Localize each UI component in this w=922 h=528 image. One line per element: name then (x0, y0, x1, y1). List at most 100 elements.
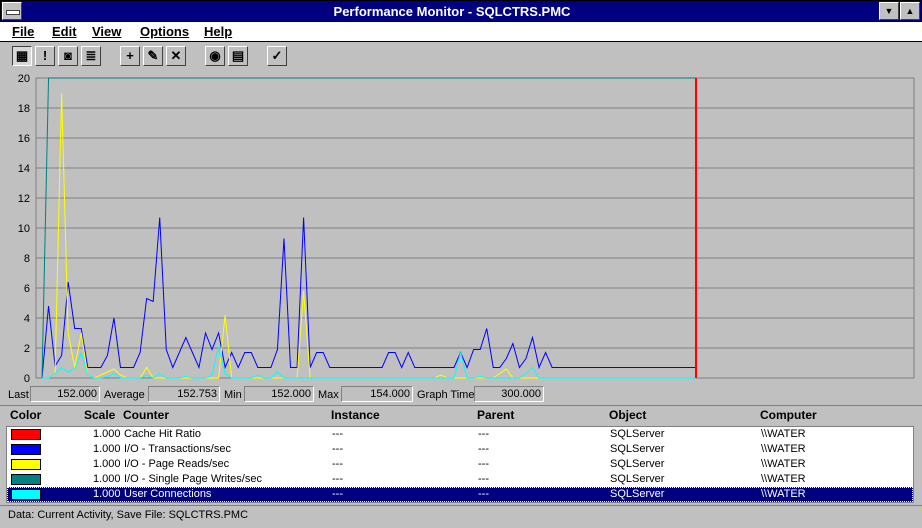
y-tick-label: 2 (24, 343, 30, 355)
menu-help[interactable]: Help (204, 24, 233, 39)
update-now-button[interactable]: ◉ (205, 46, 225, 66)
legend-counter: I/O - Page Reads/sec (124, 458, 230, 470)
y-tick-label: 14 (18, 163, 30, 175)
legend-header-counter: Counter (123, 408, 169, 422)
system-menu-icon[interactable] (2, 2, 22, 20)
legend-counter: I/O - Single Page Writes/sec (124, 473, 262, 485)
title-bar: Performance Monitor - SQLCTRS.PMC ▼ ▲ (0, 0, 922, 22)
menu-file[interactable]: File (12, 24, 35, 39)
last-value: 152.000 (30, 386, 100, 402)
legend-header-color: Color (10, 408, 42, 422)
legend-parent: --- (478, 488, 489, 500)
legend-row[interactable]: 1.000 I/O - Single Page Writes/sec --- --- S… (7, 472, 913, 487)
legend-parent: --- (478, 473, 489, 485)
legend-scale: 1.000 (93, 458, 121, 470)
bookmark-button[interactable]: ▤ (228, 46, 248, 66)
legend-parent: --- (478, 428, 489, 440)
legend-header-instance: Instance (331, 408, 380, 422)
legend-computer: \\WATER (761, 458, 806, 470)
legend-scale: 1.000 (93, 428, 121, 440)
value-bar: Last 152.000 Average 152.753 Min 152.000… (0, 385, 922, 405)
legend-computer: \\WATER (761, 488, 806, 500)
legend-color-swatch (11, 489, 41, 500)
legend-computer: \\WATER (761, 443, 806, 455)
legend-counter: Cache Hit Ratio (124, 428, 202, 440)
edit-icon: ✎ (147, 48, 159, 63)
legend-row[interactable]: 1.000 Cache Hit Ratio --- --- SQLServer \\WAT… (7, 427, 913, 442)
graph-time-label: Graph Time (417, 389, 475, 401)
edit-counter-button[interactable]: ✎ (143, 46, 163, 66)
legend-color-swatch (11, 459, 41, 470)
performance-chart: 0 2 4 6 8 10 12 14 16 18 20 (18, 73, 915, 384)
legend-scale: 1.000 (93, 488, 121, 500)
last-label: Last (8, 389, 29, 401)
legend-object: SQLServer (610, 428, 665, 440)
legend-color-swatch (11, 474, 41, 485)
log-view-button[interactable]: ◙ (58, 46, 78, 66)
legend-row[interactable]: 1.000 User Connections --- --- SQLServer \\WA… (7, 487, 913, 502)
legend-parent: --- (478, 443, 489, 455)
report-view-button[interactable]: ≣ (81, 46, 101, 66)
options-button[interactable]: ✓ (267, 46, 287, 66)
graph-time-value: 300.000 (474, 386, 544, 402)
legend-instance: --- (332, 443, 343, 455)
legend-object: SQLServer (610, 473, 665, 485)
y-tick-label: 4 (24, 313, 30, 325)
add-counter-button[interactable]: + (120, 46, 140, 66)
legend-header-computer: Computer (760, 408, 817, 422)
menu-edit[interactable]: Edit (52, 24, 77, 39)
maximize-button[interactable]: ▲ (900, 2, 920, 20)
series-line (42, 346, 696, 379)
average-value: 152.753 (148, 386, 220, 402)
window-title: Performance Monitor - SQLCTRS.PMC (333, 4, 571, 19)
max-value: 154.000 (341, 386, 413, 402)
y-tick-label: 8 (24, 253, 30, 265)
legend-instance: --- (332, 458, 343, 470)
menu-view[interactable]: View (92, 24, 122, 39)
legend-parent: --- (478, 458, 489, 470)
status-bar: Data: Current Activity, Save File: SQLCT… (0, 505, 922, 528)
legend-row[interactable]: 1.000 I/O - Page Reads/sec --- --- SQLServer… (7, 457, 913, 472)
series-line (41, 77, 696, 379)
y-tick-label: 10 (18, 223, 30, 235)
legend-scale: 1.000 (93, 473, 121, 485)
toolbar: ▦ ! ◙ ≣ + ✎ ✕ ◉ ▤ ✓ (0, 43, 922, 71)
alert-view-button[interactable]: ! (35, 46, 55, 66)
y-tick-label: 16 (18, 133, 30, 145)
minimize-button[interactable]: ▼ (879, 2, 899, 20)
chart-area: 0 2 4 6 8 10 12 14 16 18 20 (0, 72, 922, 384)
legend-computer: \\WATER (761, 428, 806, 440)
legend-row[interactable]: 1.000 I/O - Transactions/sec --- --- SQLServ… (7, 442, 913, 457)
y-tick-label: 18 (18, 103, 30, 115)
legend-color-swatch (11, 429, 41, 440)
menu-bar: File Edit View Options Help (0, 22, 922, 42)
log-view-icon: ◙ (64, 48, 72, 63)
max-label: Max (318, 389, 339, 401)
average-label: Average (104, 389, 145, 401)
legend-counter: I/O - Transactions/sec (124, 443, 231, 455)
chart-view-icon: ▦ (15, 48, 29, 63)
legend-instance: --- (332, 488, 343, 500)
legend-object: SQLServer (610, 458, 665, 470)
y-tick-label: 20 (18, 73, 30, 85)
legend-color-swatch (11, 444, 41, 455)
legend-list: 1.000 Cache Hit Ratio --- --- SQLServer \\WAT… (6, 426, 914, 503)
menu-options[interactable]: Options (140, 24, 190, 39)
delete-icon: ✕ (170, 48, 182, 63)
legend-instance: --- (332, 428, 343, 440)
legend-object: SQLServer (610, 488, 665, 500)
chart-view-button[interactable]: ▦ (12, 46, 32, 66)
delete-counter-button[interactable]: ✕ (166, 46, 186, 66)
series-line (41, 217, 696, 379)
y-tick-label: 12 (18, 193, 30, 205)
legend-instance: --- (332, 473, 343, 485)
legend-scale: 1.000 (93, 443, 121, 455)
y-tick-label: 0 (24, 373, 30, 384)
alert-view-icon: ! (42, 48, 48, 63)
legend-panel: Color Scale Counter Instance Parent Obje… (0, 405, 922, 505)
legend-header-object: Object (609, 408, 647, 422)
legend-header-scale: Scale (84, 408, 116, 422)
legend-computer: \\WATER (761, 473, 806, 485)
legend-object: SQLServer (610, 443, 665, 455)
legend-counter: User Connections (124, 488, 212, 500)
